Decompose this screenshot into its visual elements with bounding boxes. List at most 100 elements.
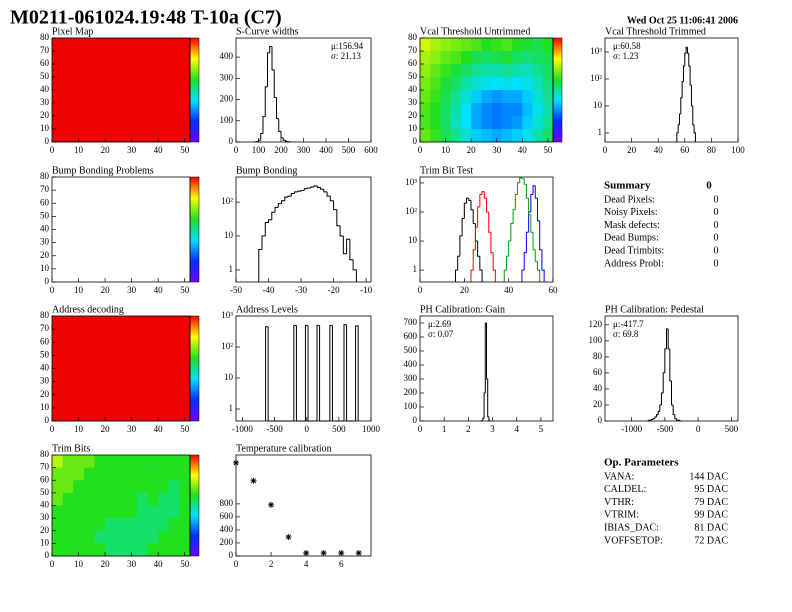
x-tick-label: 10 xyxy=(74,145,84,155)
plot-area xyxy=(52,177,190,282)
x-tick-label: 0 xyxy=(418,424,423,434)
histogram-bin xyxy=(689,66,692,86)
heatmap-cell xyxy=(158,518,170,532)
histogram-bin xyxy=(352,259,357,282)
heatmap-cell xyxy=(136,530,148,544)
heatmap-cell xyxy=(147,467,159,481)
panel-title: S-Curve widths xyxy=(236,26,299,37)
heatmap-cell xyxy=(440,116,451,130)
histogram-bin xyxy=(530,214,534,233)
histogram-bin xyxy=(274,206,279,213)
y-tick-label: 40 xyxy=(593,383,603,393)
heatmap-cell xyxy=(83,505,95,519)
heatmap-cell xyxy=(115,505,127,519)
heatmap-cell xyxy=(83,492,95,506)
heatmap-cell xyxy=(62,455,74,468)
heatmap-cell xyxy=(94,467,106,481)
y-tick-label: 30 xyxy=(40,237,50,247)
y-tick-label: 0 xyxy=(413,136,418,146)
heatmap-cell xyxy=(73,543,85,557)
y-tick-label: 100 xyxy=(220,115,234,125)
heatmap-cell xyxy=(450,38,462,52)
heatmap-cell xyxy=(158,467,170,481)
x-tick-label: 20 xyxy=(627,145,637,155)
summary: Summary 0 xyxy=(604,180,712,192)
heatmap-cell xyxy=(420,90,431,104)
summary-label: Mask defects: xyxy=(604,220,660,231)
y-tick-label: 10 xyxy=(40,537,50,547)
heatmap-cell xyxy=(460,77,472,91)
panel-title: Bump Bonding xyxy=(236,165,297,176)
x-tick-label: 30 xyxy=(127,285,137,295)
heatmap-cell xyxy=(471,129,482,143)
heatmap-cell xyxy=(115,518,127,532)
heatmap-cell xyxy=(115,492,127,506)
x-tick-label: 300 xyxy=(297,145,311,155)
page-title: M0211-061024.19:48 T-10a (C7) xyxy=(10,7,282,29)
y-tick-label: 80 xyxy=(40,449,50,459)
heatmap-cell xyxy=(440,90,451,104)
histogram-bin xyxy=(273,69,277,98)
panel-title: Bump Bonding Problems xyxy=(52,165,154,176)
histogram-bin xyxy=(290,192,295,197)
heatmap-cell xyxy=(542,51,554,65)
panel-title: Trim Bit Test xyxy=(420,165,473,176)
histogram-bin xyxy=(532,232,536,251)
y-tick-label: 700 xyxy=(404,317,418,327)
y-tick-label: 1 xyxy=(598,127,603,137)
panel-title: PH Calibration: Pedestal xyxy=(605,304,704,315)
heatmap-cell xyxy=(450,116,462,130)
stat-label: σ: 1.23 xyxy=(613,51,639,61)
heatmap-cell xyxy=(179,480,191,494)
heatmap-cell xyxy=(136,480,148,494)
y-tick-label: 60 xyxy=(40,197,50,207)
heatmap-cell xyxy=(126,505,138,519)
histogram-bin xyxy=(326,191,331,197)
heatmap-cell xyxy=(179,518,191,532)
panel: Trim Bit Test 0 20 40 60 1 10 10² 10³ xyxy=(405,165,558,295)
histogram-bin xyxy=(349,239,354,261)
histogram-bin xyxy=(313,185,318,187)
histogram-bin xyxy=(688,53,691,67)
histogram-bin xyxy=(505,255,509,271)
heatmap-cell xyxy=(73,480,85,494)
heatmap-cell xyxy=(532,77,544,91)
heatmap-cell xyxy=(115,543,127,557)
histogram-bin xyxy=(521,269,525,282)
heatmap-cell xyxy=(158,480,170,494)
x-tick-label: 20 xyxy=(101,559,111,569)
heatmap-cell xyxy=(168,455,180,468)
timestamp: Wed Oct 25 11:06:41 2006 xyxy=(627,15,738,26)
histogram-bin xyxy=(674,414,677,420)
x-tick-label: 3 xyxy=(490,424,495,434)
color-scale xyxy=(189,454,200,557)
panel: Temperature calibration 0 2 4 6 0 200 400 600 800 xyxy=(220,443,372,569)
histogram-bin xyxy=(339,225,344,237)
heatmap-cell xyxy=(136,505,148,519)
histogram-bin xyxy=(532,185,536,195)
histogram-bin xyxy=(651,418,654,421)
plot-area xyxy=(236,455,371,556)
y-tick-label: 40 xyxy=(40,500,50,510)
op-parameters-title: Op. Parameters xyxy=(604,457,679,469)
parameter-value: 144 DAC xyxy=(689,471,728,482)
histogram-bin xyxy=(685,46,688,54)
heatmap-cell xyxy=(522,90,533,104)
heatmap-cell xyxy=(52,505,63,519)
heatmap-cell xyxy=(430,129,441,143)
heatmap-cell xyxy=(126,492,138,506)
parameter-value: 81 DAC xyxy=(694,522,728,533)
histogram-bin xyxy=(530,193,534,212)
heatmap-cell xyxy=(83,455,95,468)
histogram-bin xyxy=(258,248,263,282)
heatmap-cell xyxy=(52,543,63,557)
heatmap-cell xyxy=(512,90,523,104)
heatmap-cell xyxy=(179,467,191,481)
heatmap-cell xyxy=(115,530,127,544)
histogram-bin xyxy=(534,249,538,262)
x-tick-label: 60 xyxy=(680,145,690,155)
y-tick-label: 400 xyxy=(220,524,234,534)
panel: Vcal Threshold Untrimmed 0 10 20 30 40 50 0 10 20… xyxy=(408,26,563,155)
x-tick-label: 40 xyxy=(654,145,664,155)
x-tick-label: 200 xyxy=(274,145,288,155)
